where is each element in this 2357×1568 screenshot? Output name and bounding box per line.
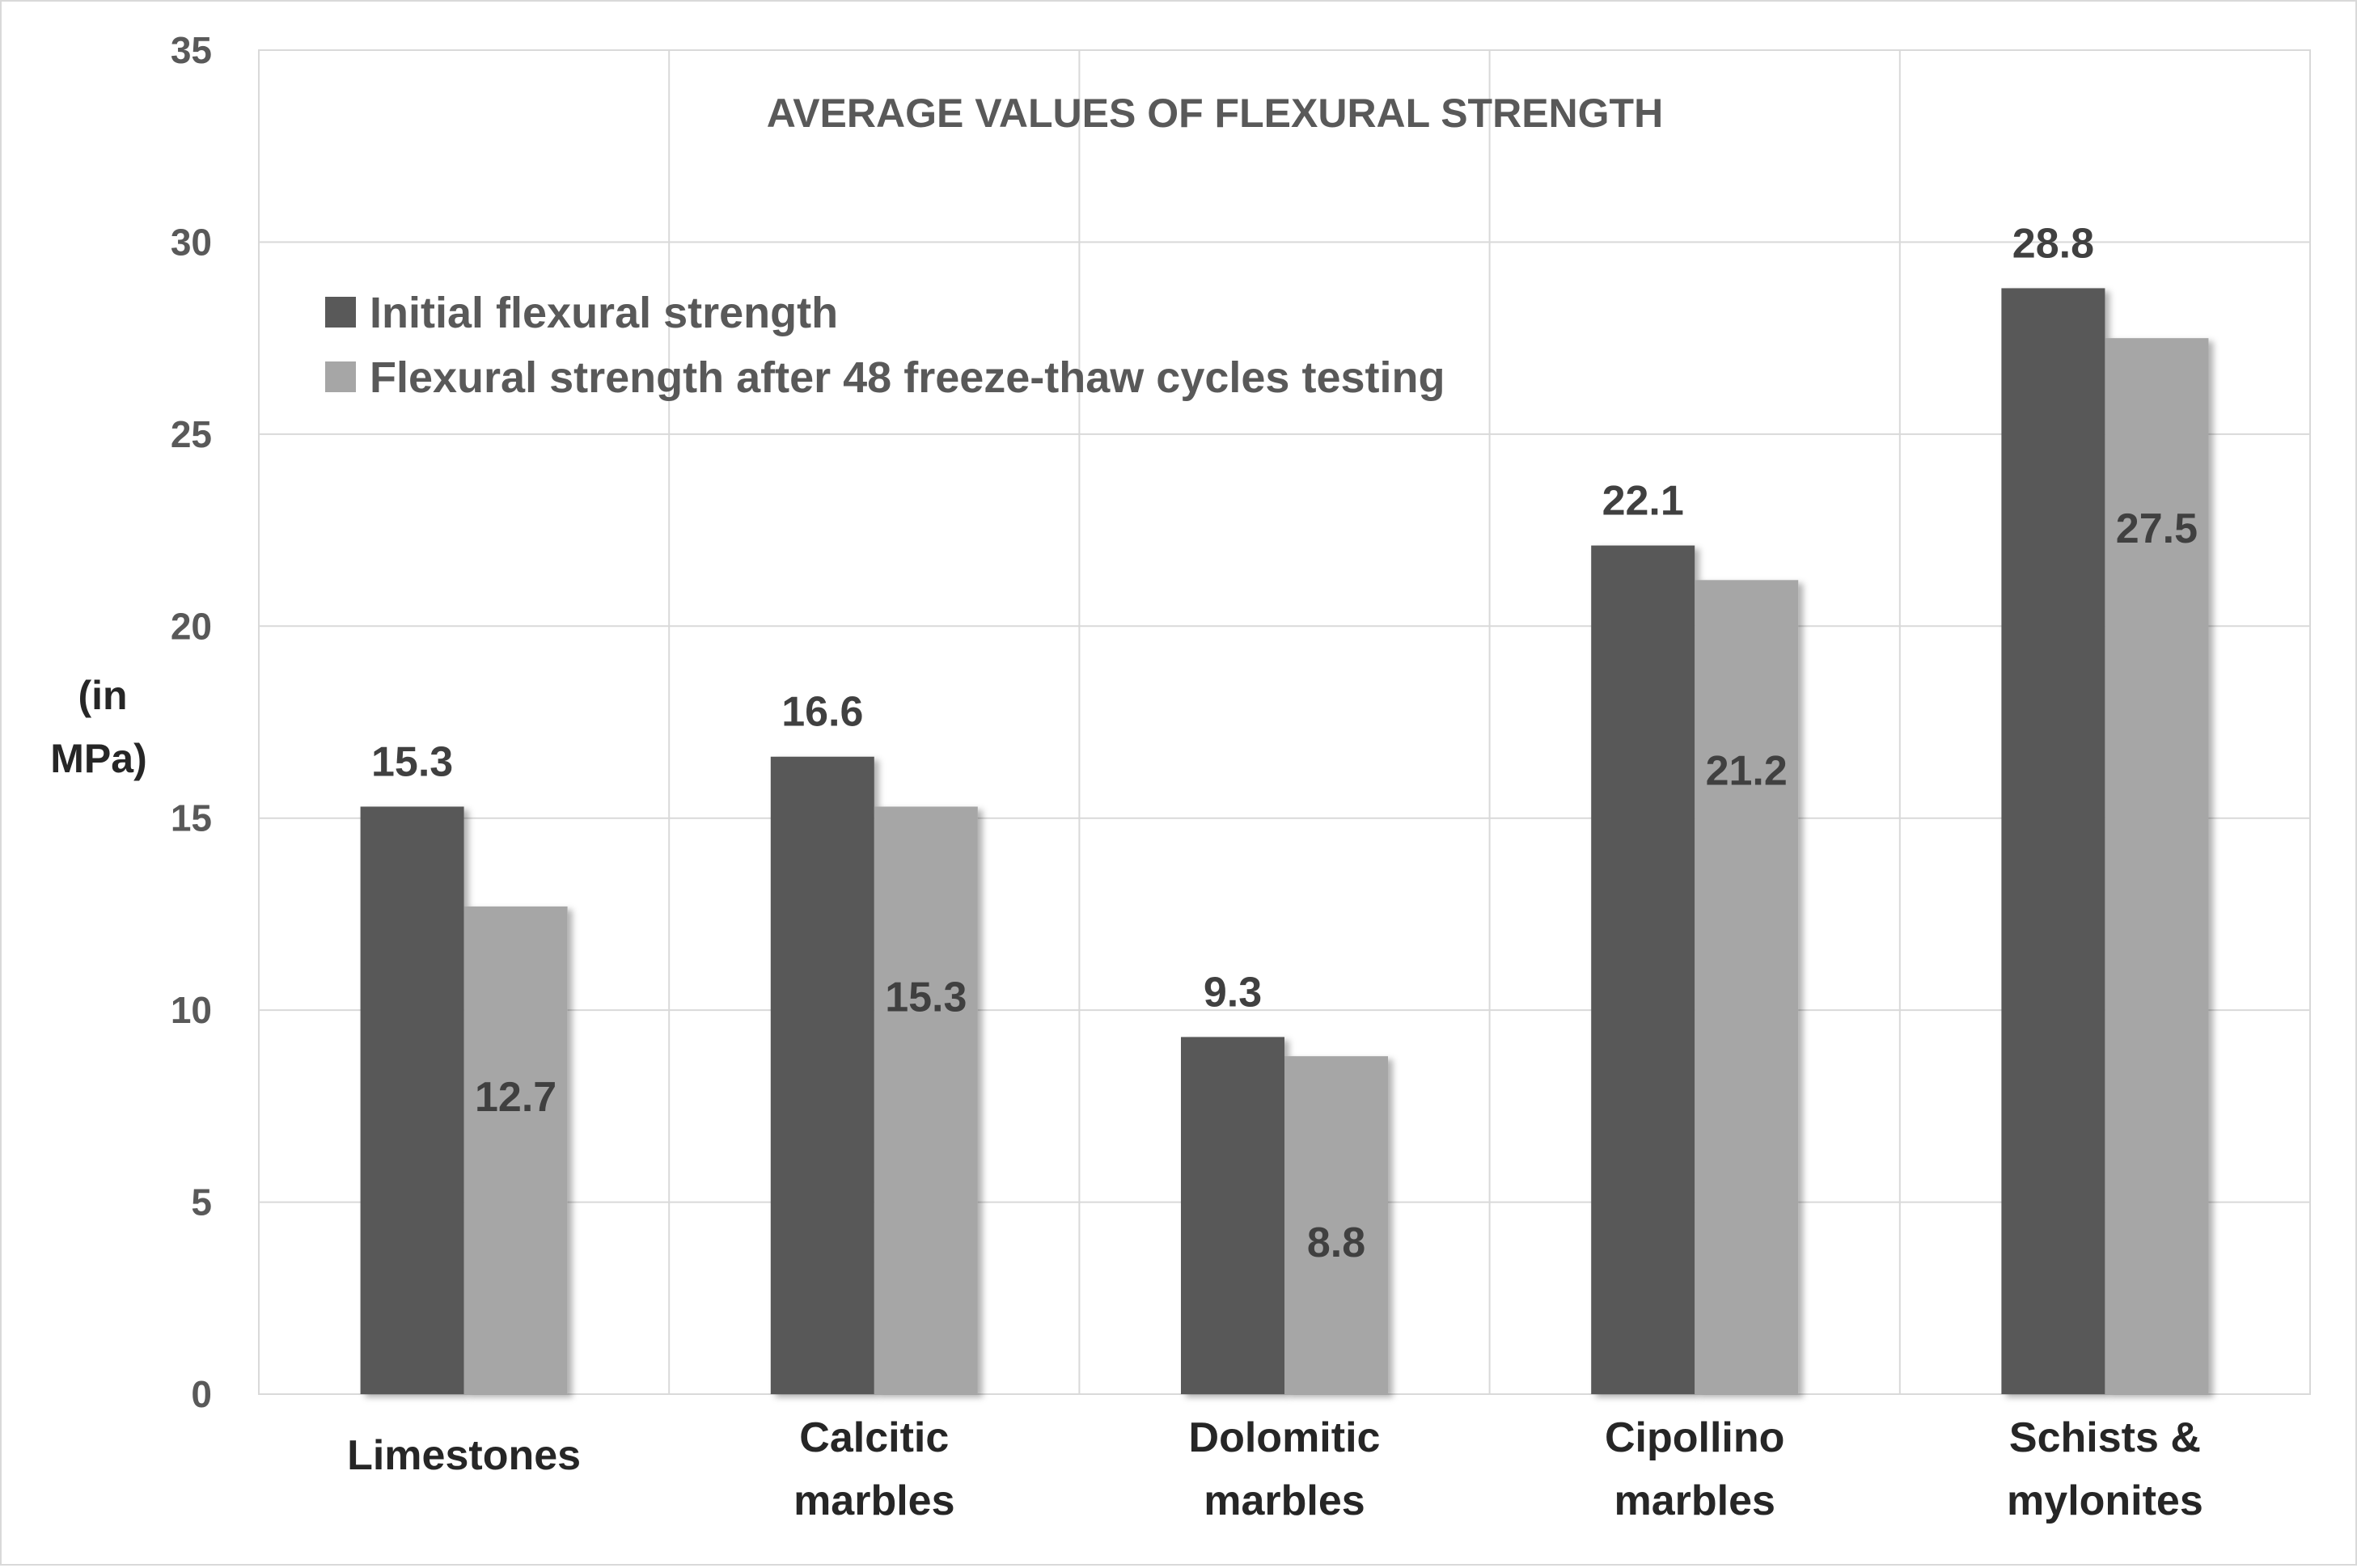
bar-after-freeze-thaw[interactable] <box>1284 1056 1388 1394</box>
data-label: 12.7 <box>475 1074 556 1121</box>
y-tick-label: 30 <box>171 221 212 263</box>
legend-swatch <box>325 361 356 392</box>
category-label: marbles <box>1614 1477 1775 1524</box>
bar-after-freeze-thaw[interactable] <box>2105 338 2209 1395</box>
bar-initial[interactable] <box>2001 288 2105 1395</box>
y-tick-label: 15 <box>171 797 212 839</box>
chart-title: AVERAGE VALUES OF FLEXURAL STRENGTH <box>767 91 1663 136</box>
bar-initial[interactable] <box>1591 545 1695 1395</box>
data-label: 15.3 <box>371 738 453 785</box>
category-label: marbles <box>793 1477 954 1524</box>
data-label: 8.8 <box>1307 1219 1365 1266</box>
category-label: mylonites <box>2007 1477 2203 1524</box>
y-tick-label: 0 <box>191 1373 212 1415</box>
category-label: Cipollino <box>1605 1414 1784 1461</box>
data-label: 15.3 <box>885 974 967 1021</box>
legend-label: Flexural strength after 48 freeze-thaw c… <box>370 353 1445 402</box>
bar-initial[interactable] <box>360 806 464 1394</box>
category-label: marbles <box>1204 1477 1365 1524</box>
bar-after-freeze-thaw[interactable] <box>1695 580 1799 1394</box>
y-tick-label: 25 <box>171 413 212 455</box>
data-label: 27.5 <box>2116 505 2198 552</box>
bar-after-freeze-thaw[interactable] <box>463 906 568 1394</box>
bar-initial[interactable] <box>770 756 874 1394</box>
data-label: 22.1 <box>1602 478 1684 525</box>
data-label: 16.6 <box>781 689 863 736</box>
y-axis-title: (in <box>78 673 127 718</box>
y-tick-label: 10 <box>171 989 212 1031</box>
data-label: 21.2 <box>1706 747 1788 794</box>
legend-swatch <box>325 297 356 328</box>
y-axis-title: MPa) <box>50 736 146 781</box>
bar-initial[interactable] <box>1181 1037 1284 1394</box>
data-label: 9.3 <box>1204 969 1262 1016</box>
category-label: Dolomitic <box>1189 1414 1381 1461</box>
y-tick-label: 35 <box>171 29 212 71</box>
bar-after-freeze-thaw[interactable] <box>874 806 978 1394</box>
legend-label: Initial flexural strength <box>370 289 838 337</box>
category-label: Schists & <box>2009 1414 2201 1461</box>
data-label: 28.8 <box>2012 220 2094 267</box>
category-label: Limestones <box>347 1432 581 1479</box>
category-label: Calcitic <box>799 1414 949 1461</box>
y-tick-label: 20 <box>171 605 212 647</box>
y-tick-label: 5 <box>191 1181 212 1224</box>
